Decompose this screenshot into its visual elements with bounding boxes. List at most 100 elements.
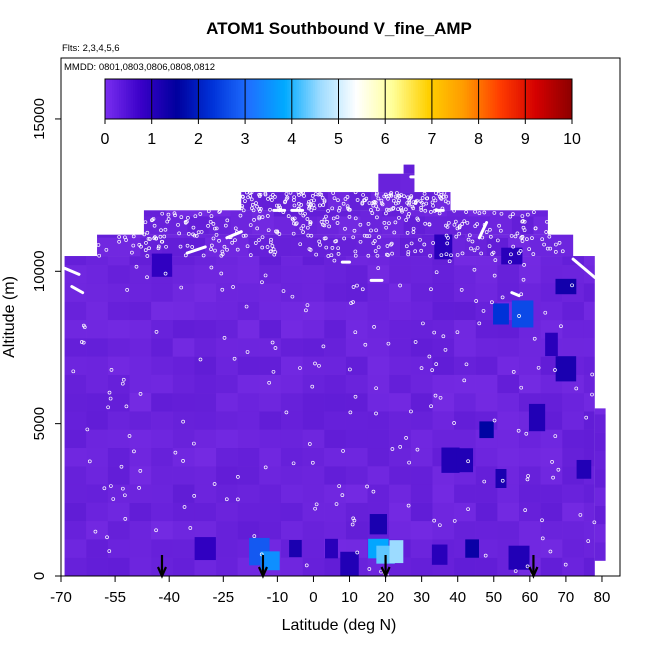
sample-point — [173, 450, 178, 455]
colorbar-slice — [219, 79, 223, 119]
heatmap-cell — [367, 265, 390, 284]
heatmap-cell — [367, 283, 390, 302]
sample-point — [431, 203, 435, 208]
sample-point — [375, 253, 380, 258]
colorbar-slice — [275, 79, 279, 119]
sample-point — [337, 206, 342, 210]
sample-point — [312, 206, 317, 211]
heatmap-cell — [216, 393, 238, 412]
colorbar-slice — [445, 79, 449, 119]
sample-point — [397, 193, 401, 198]
sample-point — [398, 445, 403, 449]
colorbar-slice — [338, 79, 342, 119]
heatmap-cell — [324, 393, 346, 412]
heatmap-patch — [431, 544, 448, 565]
sample-point — [387, 194, 392, 198]
sample-point — [422, 242, 427, 247]
sample-point — [418, 237, 422, 242]
sample-point — [404, 436, 408, 440]
heatmap-cell — [86, 301, 108, 321]
sample-point — [305, 217, 310, 221]
heatmap-cell — [432, 429, 455, 449]
heatmap-cell — [172, 448, 195, 467]
colorbar-slice — [506, 79, 510, 119]
colorbar-slice — [340, 79, 344, 119]
heatmap-cell — [345, 411, 368, 430]
sample-point — [385, 207, 389, 212]
sample-point — [335, 215, 340, 219]
sample-point — [526, 474, 530, 478]
sample-point — [117, 235, 121, 239]
sample-point — [181, 419, 185, 424]
sample-point — [530, 236, 534, 240]
colorbar-slice — [287, 79, 290, 119]
heatmap-cell — [367, 338, 390, 357]
heatmap-cell — [367, 484, 390, 503]
colorbar-slice — [448, 79, 452, 119]
sample-point — [302, 194, 306, 198]
heatmap-cell — [64, 393, 87, 412]
sample-point — [191, 225, 196, 230]
sample-point — [407, 198, 412, 203]
colorbar-slice — [389, 79, 393, 119]
sample-point — [122, 493, 127, 498]
sample-point — [259, 552, 264, 557]
sample-point — [419, 366, 424, 370]
sample-point — [355, 198, 360, 202]
heatmap-cell — [410, 448, 433, 467]
sample-point — [405, 195, 410, 200]
sample-point — [536, 365, 541, 370]
heatmap-cell — [389, 411, 411, 430]
heatmap-cell — [410, 283, 433, 302]
sample-point — [540, 237, 545, 242]
heatmap-cell — [64, 484, 87, 503]
sample-point — [393, 220, 398, 225]
sample-point — [349, 301, 353, 305]
sample-point — [313, 192, 318, 196]
colorbar-slice — [403, 79, 407, 119]
colorbar-slice — [135, 79, 139, 119]
heatmap-cell — [172, 283, 195, 302]
sample-point — [286, 214, 291, 218]
colorbar-slice — [497, 79, 501, 119]
heatmap-layer — [64, 164, 606, 576]
heatmap-cell — [64, 539, 87, 558]
heatmap-cell — [187, 210, 209, 217]
sample-point — [145, 230, 150, 235]
sample-point — [220, 287, 225, 292]
heatmap-cell — [594, 414, 606, 433]
heatmap-cell — [475, 283, 498, 302]
heatmap-patch — [340, 551, 359, 576]
colorbar-slice — [508, 79, 512, 119]
sample-point — [208, 219, 213, 224]
sample-point — [466, 507, 470, 512]
sample-point — [131, 243, 136, 248]
heatmap-cell — [107, 539, 130, 558]
heatmap-cell — [324, 265, 346, 284]
sample-point — [152, 223, 157, 228]
heatmap-patch — [260, 551, 280, 571]
sample-point — [457, 231, 462, 236]
heatmap-cell — [107, 393, 130, 412]
sample-point — [85, 427, 90, 432]
colorbar-slice — [240, 79, 244, 119]
colorbar-slice — [228, 79, 232, 119]
sample-point — [266, 214, 270, 218]
colorbar-tick-label: 9 — [521, 131, 530, 148]
sample-point — [291, 461, 296, 466]
heatmap-cell — [432, 502, 455, 522]
sample-point — [413, 340, 418, 344]
colorbar-slice — [170, 79, 174, 119]
sample-point — [427, 222, 432, 226]
heatmap-cell — [216, 356, 238, 375]
heatmap-cell — [345, 466, 368, 485]
heatmap-cell — [562, 429, 584, 449]
sample-point — [419, 205, 423, 210]
colorbar-slice — [182, 79, 185, 119]
heatmap-patch — [495, 468, 507, 488]
colorbar-slice — [555, 79, 559, 119]
heatmap-cell — [107, 429, 130, 449]
sample-point — [210, 243, 214, 248]
sample-point — [590, 372, 595, 377]
